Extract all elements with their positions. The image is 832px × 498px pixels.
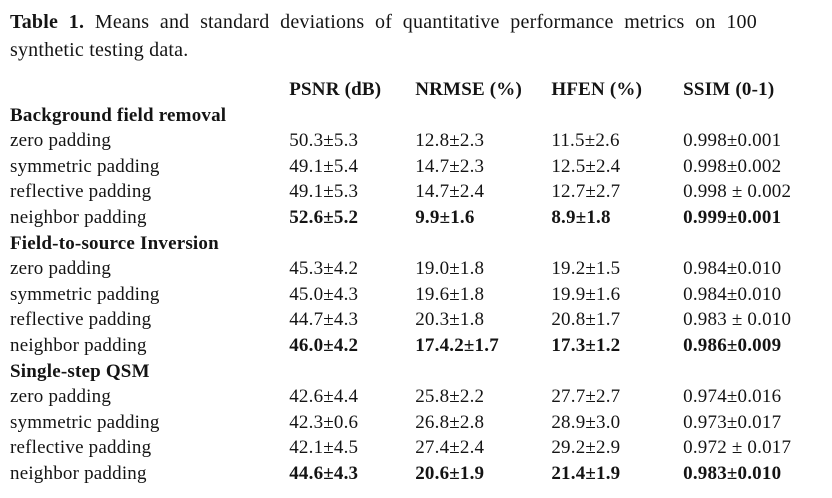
cell-psnr: 44.6±4.3	[289, 462, 359, 484]
section-title: Background field removal	[10, 104, 227, 126]
header-empty-cell	[10, 77, 289, 103]
cell-ssim: 0.986±0.009	[683, 334, 782, 356]
cell-nrmse: 19.0±1.8	[415, 258, 485, 280]
table-row: zero padding 42.6±4.4 25.8±2.2 27.7±2.7 …	[10, 384, 832, 410]
table-row: symmetric padding 49.1±5.4 14.7±2.3 12.5…	[10, 154, 832, 180]
column-header-psnr: PSNR (dB)	[289, 79, 382, 100]
cell-hfen: 11.5±2.6	[551, 130, 620, 152]
table-row: zero padding 45.3±4.2 19.0±1.8 19.2±1.5 …	[10, 256, 832, 282]
cell-hfen: 19.9±1.6	[551, 283, 621, 305]
row-label: symmetric padding	[10, 283, 160, 305]
cell-hfen: 17.3±1.2	[551, 334, 621, 356]
row-label: symmetric padding	[10, 411, 160, 433]
row-label: zero padding	[10, 258, 112, 280]
caption-line2: synthetic testing data.	[10, 39, 189, 61]
table-row: neighbor padding 52.6±5.2 9.9±1.6 8.9±1.…	[10, 205, 832, 231]
cell-hfen: 12.5±2.4	[551, 155, 621, 177]
cell-psnr: 44.7±4.3	[289, 309, 359, 331]
cell-ssim: 0.973±0.017	[683, 411, 782, 433]
table-row: neighbor padding 44.6±4.3 20.6±1.9 21.4±…	[10, 461, 832, 487]
cell-nrmse: 9.9±1.6	[415, 206, 475, 228]
cell-ssim: 0.998±0.001	[683, 130, 782, 152]
cell-psnr: 42.6±4.4	[289, 386, 359, 408]
section-header-row: Background field removal	[10, 103, 832, 129]
column-header-nrmse: NRMSE (%)	[415, 79, 523, 100]
row-label: zero padding	[10, 130, 112, 152]
cell-ssim: 0.974±0.016	[683, 386, 782, 408]
cell-ssim: 0.983±0.010	[683, 462, 782, 484]
cell-hfen: 27.7±2.7	[551, 386, 621, 408]
cell-ssim: 0.984±0.010	[683, 258, 782, 280]
metrics-table: PSNR (dB) NRMSE (%) HFEN (%) SSIM (0-1) …	[10, 77, 832, 487]
cell-psnr: 50.3±5.3	[289, 130, 359, 152]
cell-nrmse: 14.7±2.4	[415, 181, 485, 203]
cell-nrmse: 14.7±2.3	[415, 155, 485, 177]
table-row: zero padding 50.3±5.3 12.8±2.3 11.5±2.6 …	[10, 128, 832, 154]
section-header-row: Field-to-source Inversion	[10, 231, 832, 257]
row-label: zero padding	[10, 386, 112, 408]
table-caption: Table 1. Means and standard deviations o…	[10, 8, 832, 64]
section-title: Single-step QSM	[10, 360, 150, 382]
table-row: reflective padding 44.7±4.3 20.3±1.8 20.…	[10, 307, 832, 333]
section-header-row: Single-step QSM	[10, 359, 832, 385]
row-label: symmetric padding	[10, 155, 160, 177]
table-row: symmetric padding 42.3±0.6 26.8±2.8 28.9…	[10, 410, 832, 436]
cell-hfen: 29.2±2.9	[551, 437, 621, 459]
table-row: neighbor padding 46.0±4.2 17.4.2±1.7 17.…	[10, 333, 832, 359]
row-label: reflective padding	[10, 181, 152, 203]
cell-psnr: 45.0±4.3	[289, 283, 359, 305]
column-header-hfen: HFEN (%)	[551, 79, 643, 100]
cell-ssim: 0.972 ± 0.017	[683, 437, 792, 459]
caption-line1: Means and standard deviations of quantit…	[94, 11, 757, 33]
header-row: PSNR (dB) NRMSE (%) HFEN (%) SSIM (0-1)	[10, 77, 832, 103]
cell-nrmse: 20.3±1.8	[415, 309, 485, 331]
cell-psnr: 49.1±5.4	[289, 155, 359, 177]
cell-nrmse: 20.6±1.9	[415, 462, 485, 484]
cell-hfen: 8.9±1.8	[551, 206, 611, 228]
cell-psnr: 52.6±5.2	[289, 206, 359, 228]
cell-hfen: 19.2±1.5	[551, 258, 621, 280]
cell-nrmse: 26.8±2.8	[415, 411, 485, 433]
column-header-ssim: SSIM (0-1)	[683, 79, 775, 100]
cell-hfen: 12.7±2.7	[551, 181, 621, 203]
row-label: neighbor padding	[10, 462, 147, 484]
table-row: symmetric padding 45.0±4.3 19.6±1.8 19.9…	[10, 282, 832, 308]
section-title: Field-to-source Inversion	[10, 232, 219, 254]
row-label: reflective padding	[10, 437, 152, 459]
cell-ssim: 0.984±0.010	[683, 283, 782, 305]
row-label: reflective padding	[10, 309, 152, 331]
cell-psnr: 45.3±4.2	[289, 258, 359, 280]
cell-psnr: 49.1±5.3	[289, 181, 359, 203]
cell-psnr: 42.3±0.6	[289, 411, 359, 433]
cell-psnr: 46.0±4.2	[289, 334, 359, 356]
cell-nrmse: 19.6±1.8	[415, 283, 485, 305]
cell-hfen: 20.8±1.7	[551, 309, 621, 331]
cell-hfen: 28.9±3.0	[551, 411, 621, 433]
cell-nrmse: 27.4±2.4	[415, 437, 485, 459]
cell-nrmse: 25.8±2.2	[415, 386, 485, 408]
cell-hfen: 21.4±1.9	[551, 462, 621, 484]
cell-psnr: 42.1±4.5	[289, 437, 359, 459]
table-row: reflective padding 49.1±5.3 14.7±2.4 12.…	[10, 179, 832, 205]
cell-nrmse: 17.4.2±1.7	[415, 334, 499, 356]
cell-nrmse: 12.8±2.3	[415, 130, 485, 152]
caption-label: Table 1.	[10, 11, 85, 33]
cell-ssim: 0.998±0.002	[683, 155, 782, 177]
table-row: reflective padding 42.1±4.5 27.4±2.4 29.…	[10, 435, 832, 461]
cell-ssim: 0.999±0.001	[683, 206, 782, 228]
cell-ssim: 0.998 ± 0.002	[683, 181, 792, 203]
row-label: neighbor padding	[10, 206, 147, 228]
cell-ssim: 0.983 ± 0.010	[683, 309, 792, 331]
row-label: neighbor padding	[10, 334, 147, 356]
